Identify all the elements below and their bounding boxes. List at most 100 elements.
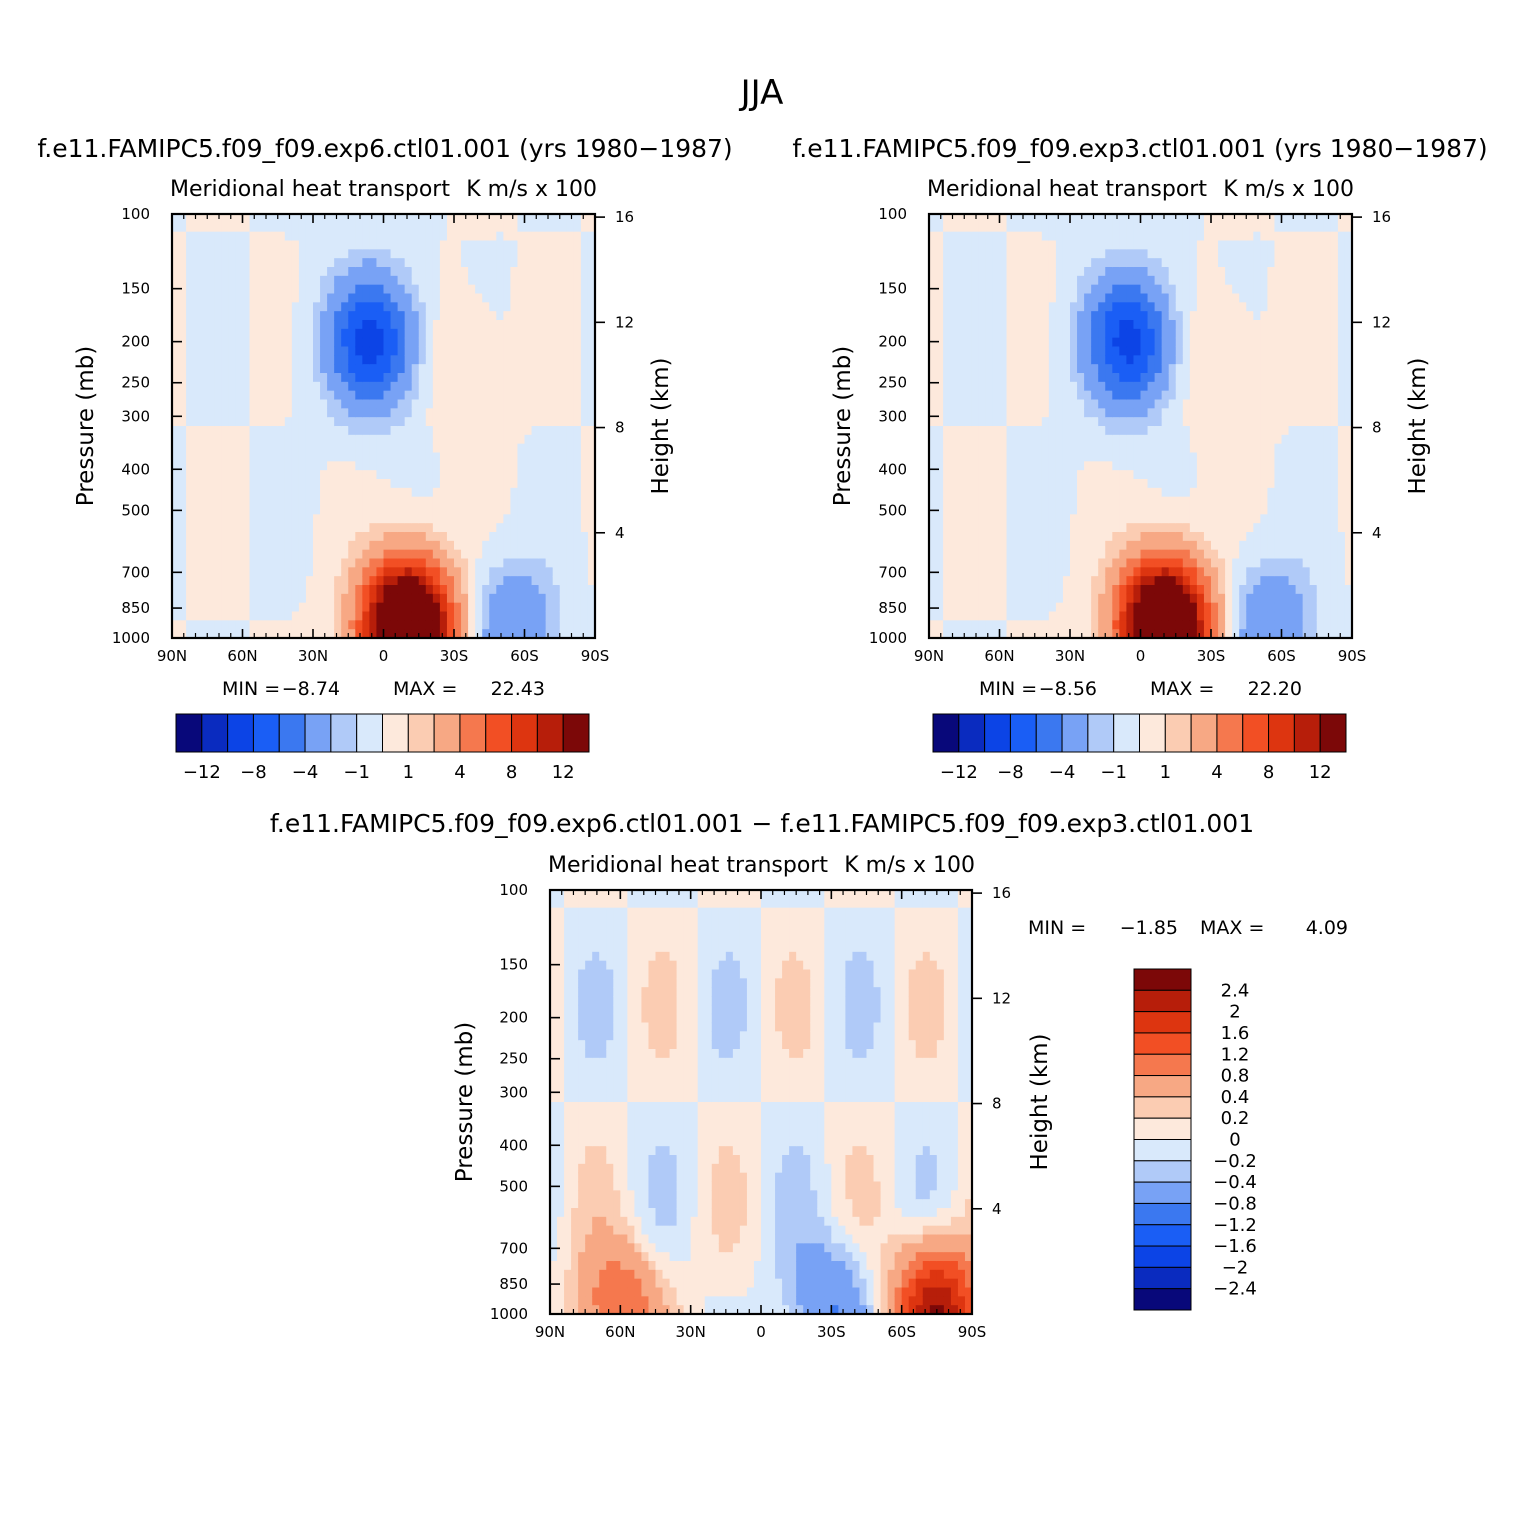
contour-cell [587, 214, 596, 224]
contour-cell [524, 390, 533, 401]
contour-cell [369, 593, 378, 604]
contour-cell [228, 311, 237, 321]
contour-cell [1020, 240, 1029, 250]
contour-cell [573, 426, 582, 436]
contour-cell [461, 373, 469, 383]
contour-cell [489, 426, 497, 436]
contour-cell [207, 567, 215, 577]
contour-cell [1098, 585, 1106, 595]
contour-cell [964, 452, 972, 462]
contour-cell [992, 364, 1001, 374]
contour-cell [327, 549, 335, 560]
contour-cell [390, 302, 399, 312]
contour-cell [580, 558, 589, 568]
contour-cell [425, 487, 434, 498]
contour-cell [573, 214, 582, 224]
contour-cell [1182, 222, 1191, 233]
contour-cell [489, 487, 497, 498]
contour-cell [320, 549, 328, 560]
contour-cell [383, 487, 392, 498]
contour-cell [985, 249, 994, 259]
contour-cell [425, 620, 434, 630]
contour-cell [510, 231, 519, 242]
contour-cell [1189, 284, 1198, 295]
contour-cell [1168, 514, 1177, 524]
contour-cell [1105, 311, 1113, 321]
contour-cell [929, 364, 937, 374]
contour-cell [432, 284, 441, 295]
contour-cell [1175, 611, 1184, 621]
contour-cell [334, 549, 342, 560]
contour-cell [411, 267, 420, 277]
contour-cell [1154, 620, 1163, 630]
contour-cell [559, 593, 568, 604]
contour-cell [950, 523, 958, 533]
contour-cell [510, 505, 519, 515]
contour-cell [214, 417, 222, 427]
contour-cell [545, 593, 554, 604]
contour-cell [545, 505, 554, 515]
contour-cell [1182, 328, 1191, 339]
contour-cell [172, 275, 180, 286]
contour-cell [256, 408, 265, 418]
contour-cell [964, 390, 972, 401]
contour-cell [1126, 558, 1135, 568]
contour-cell [305, 593, 314, 604]
contour-cell [517, 258, 526, 268]
contour-cell [270, 620, 279, 630]
contour-cell [950, 311, 958, 321]
contour-cell [943, 373, 951, 383]
contour-cell [1034, 240, 1043, 250]
contour-cell [1154, 267, 1163, 277]
contour-cell [1055, 487, 1064, 498]
contour-cell [179, 355, 187, 365]
contour-cell [284, 593, 293, 604]
contour-cell [538, 390, 547, 401]
contour-cell [573, 381, 582, 392]
contour-cell [1203, 611, 1212, 621]
contour-cell [186, 417, 194, 427]
contour-cell [999, 293, 1008, 303]
contour-cell [1196, 267, 1205, 277]
contour-cell [390, 487, 399, 498]
contour-cell [1182, 620, 1191, 630]
contour-cell [1041, 373, 1050, 383]
contour-cell [404, 470, 413, 480]
contour-cell [1154, 443, 1163, 454]
contour-cell [566, 514, 575, 524]
contour-cell [496, 320, 504, 330]
contour-cell [496, 355, 504, 365]
contour-cell [1062, 390, 1071, 401]
contour-cell [1105, 593, 1113, 604]
contour-cell [1196, 337, 1205, 348]
contour-cell [943, 585, 951, 595]
contour-cell [397, 434, 406, 445]
contour-cell [964, 461, 972, 471]
contour-cell [985, 284, 994, 295]
contour-cell [496, 532, 504, 542]
contour-cell [545, 355, 554, 365]
contour-cell [489, 258, 497, 268]
contour-cell [957, 311, 965, 321]
contour-cell [1133, 611, 1142, 621]
contour-cell [1041, 267, 1050, 277]
contour-cell [334, 364, 342, 374]
contour-cell [936, 337, 944, 348]
contour-cell [193, 390, 201, 401]
contour-cell [489, 567, 497, 577]
contour-cell [291, 417, 300, 427]
contour-cell [193, 549, 201, 560]
contour-cell [327, 240, 335, 250]
contour-cell [964, 470, 972, 480]
contour-cell [510, 540, 519, 551]
contour-cell [1034, 284, 1043, 295]
contour-cell [1168, 311, 1177, 321]
contour-cell [503, 390, 511, 401]
contour-cell [235, 346, 244, 356]
contour-cell [1168, 275, 1177, 286]
contour-cell [573, 275, 582, 286]
contour-cell [1077, 249, 1085, 259]
contour-cell [383, 540, 392, 551]
contour-cell [214, 558, 222, 568]
contour-cell [305, 443, 314, 454]
